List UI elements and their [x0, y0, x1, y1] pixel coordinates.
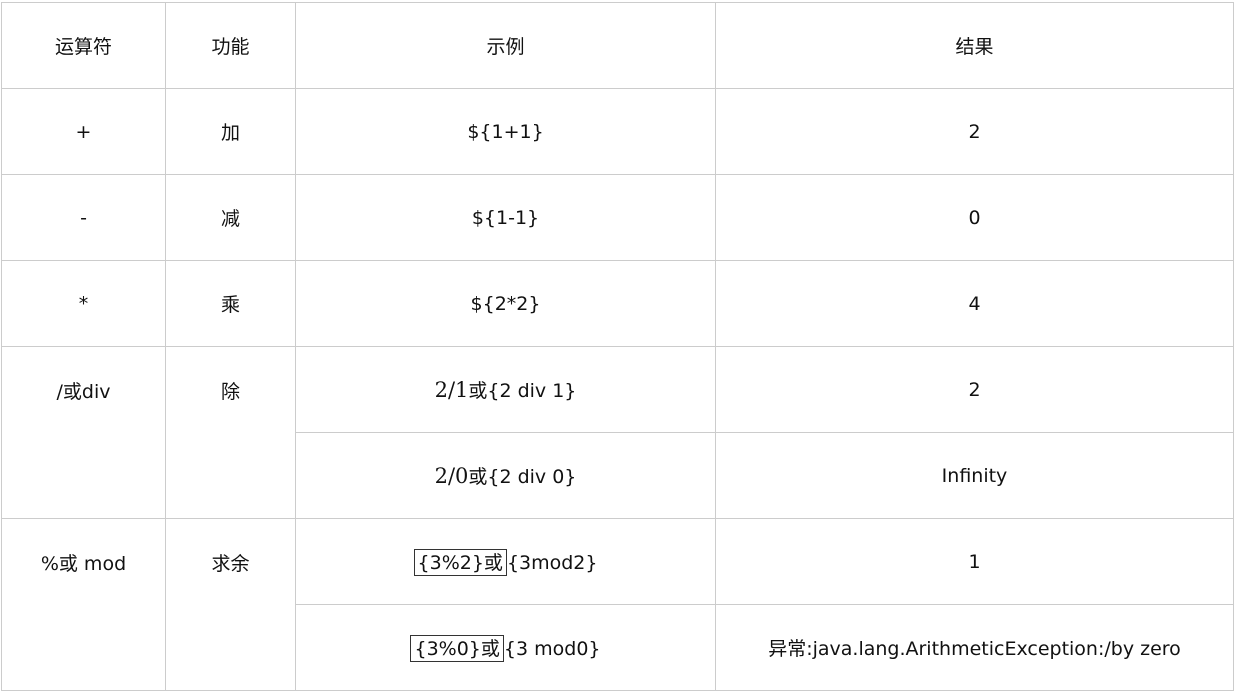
- example-cell: 2/0或{2 div 0}: [295, 432, 716, 519]
- header-example: 示例: [295, 2, 716, 89]
- operator-cell: %或 mod: [1, 518, 166, 691]
- operator-cell: /或div: [1, 346, 166, 519]
- table-row: 2/0或{2 div 0} Infinity: [2, 432, 1234, 519]
- function-cell: 减: [165, 174, 296, 261]
- table-row: {3%0}或 {3 mod0} 异常:java.lang.ArithmeticEx…: [2, 604, 1234, 691]
- header-function: 功能: [165, 2, 296, 89]
- example-text: {3mod2}: [506, 552, 598, 574]
- function-cell: 求余: [165, 518, 296, 691]
- header-result: 结果: [715, 2, 1234, 89]
- example-boxed: {3%2}或: [413, 549, 507, 576]
- example-cell: ${2*2}: [295, 260, 716, 347]
- operator-cell: -: [1, 174, 166, 261]
- header-operator: 运算符: [1, 2, 166, 89]
- example-text: 或{2 div 1}: [468, 380, 577, 402]
- example-cell: ${1-1}: [295, 174, 716, 261]
- example-boxed: {3%0}或: [410, 635, 504, 662]
- table-row: - 减 ${1-1} 0: [1, 174, 1234, 261]
- result-cell: Infinity: [715, 432, 1234, 519]
- table-row: /或div 除 2/1或{2 div 1} 2: [1, 346, 1234, 519]
- function-cell: 加: [165, 88, 296, 175]
- result-cell: 2: [715, 346, 1234, 433]
- example-cell: 2/1或{2 div 1}: [295, 346, 716, 433]
- operator-cell: +: [1, 88, 166, 175]
- result-cell: 异常:java.lang.ArithmeticException:/by zer…: [715, 604, 1234, 691]
- example-cell: {3%2}或 {3mod2}: [295, 518, 716, 605]
- example-text: {3 mod0}: [503, 638, 601, 660]
- example-cell: {3%0}或 {3 mod0}: [295, 604, 716, 691]
- example-text: 或{2 div 0}: [468, 466, 577, 488]
- table-row: * 乘 ${2*2} 4: [1, 260, 1234, 347]
- example-cell: ${1+1}: [295, 88, 716, 175]
- result-cell: 1: [715, 518, 1234, 605]
- header-row: 运算符 功能 示例 结果: [1, 2, 1234, 89]
- result-cell: 2: [715, 88, 1234, 175]
- table-row: + 加 ${1+1} 2: [1, 88, 1234, 175]
- function-cell: 乘: [165, 260, 296, 347]
- example-math: 2/0: [434, 464, 469, 488]
- operator-cell: *: [1, 260, 166, 347]
- function-cell: 除: [165, 346, 296, 519]
- table-row: %或 mod 求余 {3%2}或 {3mod2} 1: [1, 518, 1234, 691]
- example-math: 2/1: [434, 378, 469, 402]
- result-cell: 0: [715, 174, 1234, 261]
- result-cell: 4: [715, 260, 1234, 347]
